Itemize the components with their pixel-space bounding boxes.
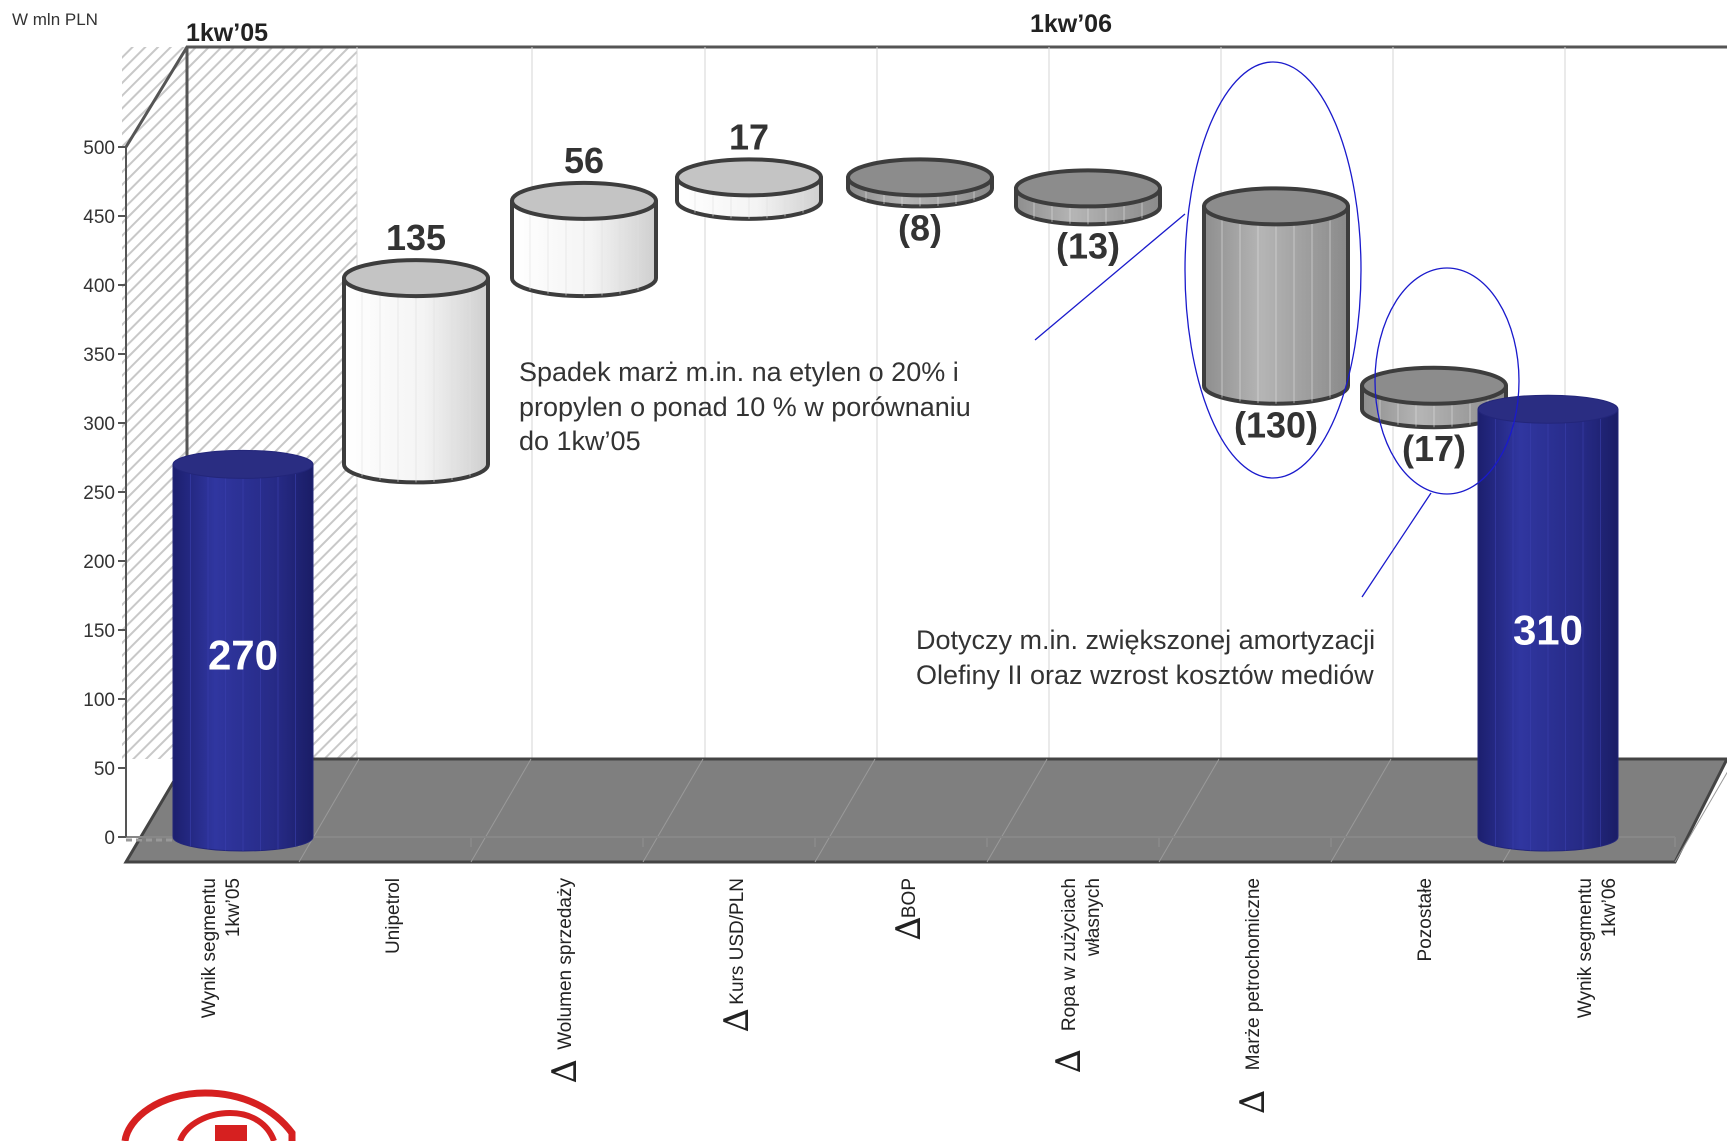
value-axis-tick-label: 350 <box>83 345 115 366</box>
unit-label: W mln PLN <box>12 10 98 29</box>
bar-series <box>172 157 1619 852</box>
period-label-previous: 1kw’05 <box>186 19 268 47</box>
annotation-other: Dotyczy m.in. zwiększonej amortyzacji Ol… <box>916 623 1375 692</box>
floor-divider <box>470 758 532 863</box>
data-label: (13) <box>1056 225 1120 266</box>
value-axis-tick-label: 500 <box>83 138 115 159</box>
data-labels: 270 135 56 17 (8) (13) (130) (17) 310 <box>208 116 1583 678</box>
floor-divider <box>1674 771 1727 863</box>
data-label: (8) <box>898 207 942 248</box>
category-label-line: Wynik segmentu <box>199 878 220 1018</box>
category-axis: Wynik segmentu 1kw’05 Unipetrol Wolumen spr… <box>126 836 1676 1114</box>
floor-divider <box>298 758 360 863</box>
category-label-line: Wynik segmentu <box>1575 878 1596 1018</box>
category-label-line: Pozostałe <box>1415 878 1436 961</box>
data-label: 270 <box>208 631 278 678</box>
value-axis-tick-label: 400 <box>83 276 115 297</box>
floor-divider <box>642 758 704 863</box>
period-label-current: 1kw’06 <box>1030 10 1112 38</box>
category-label: Marże petrochomiczne ∆ <box>1233 878 1273 1114</box>
category-label-line: Unipetrol <box>383 878 404 954</box>
data-label: (17) <box>1402 428 1466 469</box>
floor-divider <box>1158 758 1220 863</box>
delta-symbol: ∆ <box>889 917 929 941</box>
category-label: BOP∆ <box>889 878 929 940</box>
bar-6 <box>1014 168 1162 227</box>
data-label: 56 <box>564 140 604 181</box>
bar-9-top <box>1477 394 1619 424</box>
delta-symbol: ∆ <box>1233 1090 1273 1114</box>
bar-6-top <box>1014 168 1162 209</box>
value-axis-tick-label: 250 <box>83 483 115 504</box>
bar-4-top <box>675 157 823 198</box>
bar-1 <box>172 449 314 852</box>
company-logo <box>121 1089 296 1141</box>
category-label-line: 1kw’05 <box>223 878 244 937</box>
category-label-line: Kurs USD/PLN <box>727 878 748 1005</box>
bar-9 <box>1477 394 1619 852</box>
bar-8 <box>1360 365 1508 430</box>
bar-3-top <box>510 180 658 221</box>
category-label-line: Ropa w zużyciach <box>1059 878 1080 1031</box>
bar-7 <box>1202 186 1350 406</box>
annotation-shapes <box>121 61 1520 1141</box>
bar-4 <box>675 157 823 221</box>
data-label: 17 <box>729 116 769 157</box>
annotation-leader-other <box>1361 492 1432 598</box>
value-axis-tick-label: 100 <box>83 690 115 711</box>
bar-3 <box>510 180 658 299</box>
annotation-margins-line-2: propylen o ponad 10 % w porównaniu <box>519 391 971 422</box>
logo-block <box>215 1125 247 1141</box>
delta-symbol: ∆ <box>1049 1049 1089 1073</box>
category-label: Ropa w zużyciach własnych ∆ <box>1049 878 1104 1073</box>
bar-2 <box>342 258 490 485</box>
value-axis-tick-label: 450 <box>83 207 115 228</box>
bar-1-top <box>172 449 314 479</box>
bar-8-top <box>1360 365 1508 406</box>
category-label-line: Marże petrochomiczne <box>1243 878 1264 1070</box>
floor-divider <box>1330 758 1392 863</box>
logo-arc-outer <box>121 1089 296 1141</box>
category-label: Wolumen sprzedaży ∆ <box>545 878 585 1084</box>
bar-5-top <box>846 157 994 198</box>
value-axis-tick-label: 0 <box>104 828 115 849</box>
category-label-line: 1kw’06 <box>1599 878 1620 937</box>
back-wall-edge <box>124 45 1727 148</box>
category-label-line: BOP <box>899 878 920 918</box>
data-label: 310 <box>1513 606 1583 653</box>
value-axis-tick-label: 150 <box>83 621 115 642</box>
delta-symbol: ∆ <box>545 1059 585 1083</box>
floor-divider <box>986 758 1048 863</box>
bar-2-top <box>342 258 490 299</box>
category-label: Pozostałe <box>1415 878 1436 961</box>
annotation-leader-margins <box>1034 213 1186 341</box>
category-label-line: własnych <box>1083 878 1104 957</box>
annotation-margins: Spadek marż m.in. na etylen o 20% i prop… <box>519 355 971 459</box>
data-label: 135 <box>386 217 446 258</box>
data-label: (130) <box>1234 405 1318 446</box>
floor-divider <box>814 758 876 863</box>
annotation-ellipse-margins <box>1184 61 1362 479</box>
annotation-other-line-2: Olefiny II oraz wzrost kosztów mediów <box>916 659 1374 690</box>
category-label-line: Wolumen sprzedaży <box>555 878 576 1050</box>
category-label: Kurs USD/PLN ∆ <box>717 878 757 1032</box>
value-axis-tick-label: 200 <box>83 552 115 573</box>
value-axis: 0 50 100 150 200 250 300 350 400 450 500 <box>83 138 127 849</box>
category-label: Unipetrol <box>383 878 404 954</box>
delta-symbol: ∆ <box>717 1008 757 1032</box>
value-axis-tick-label: 300 <box>83 414 115 435</box>
category-label: Wynik segmentu 1kw’06 <box>1575 878 1620 1018</box>
bar-7-top <box>1202 186 1350 227</box>
category-label: Wynik segmentu 1kw’05 <box>199 878 244 1018</box>
annotation-other-line-1: Dotyczy m.in. zwiększonej amortyzacji <box>916 625 1376 655</box>
logo-arc-inner <box>177 1109 277 1141</box>
bar-5 <box>846 157 994 209</box>
annotation-margins-line-1: Spadek marż m.in. na etylen o 20% i <box>519 357 959 387</box>
annotation-margins-line-3: do 1kw’05 <box>519 426 641 457</box>
annotation-ellipse-other <box>1374 267 1520 495</box>
value-axis-tick-label: 50 <box>94 759 115 780</box>
